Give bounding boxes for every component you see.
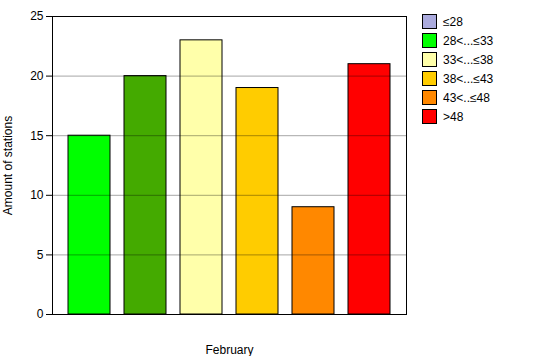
html-text:≤28: ≤28 — [443, 14, 463, 29]
svg-text:25: 25 — [30, 9, 44, 23]
svg-text:10: 10 — [30, 188, 44, 202]
html-text:28<...≤33: 28<...≤33 — [443, 33, 494, 48]
svg-text:February: February — [205, 343, 253, 357]
svg-text:20: 20 — [30, 69, 44, 83]
svg-text:15: 15 — [30, 129, 44, 143]
html-text:>48: >48 — [443, 109, 464, 124]
html-text:43<..≤48: 43<..≤48 — [443, 90, 490, 105]
html-text:33<...≤38: 33<...≤38 — [443, 52, 494, 67]
svg-text:5: 5 — [37, 248, 44, 262]
svg-text:0: 0 — [37, 307, 44, 321]
svg-text:Amount of stations: Amount of stations — [1, 116, 15, 215]
html-text:38<...≤43: 38<...≤43 — [443, 71, 494, 86]
